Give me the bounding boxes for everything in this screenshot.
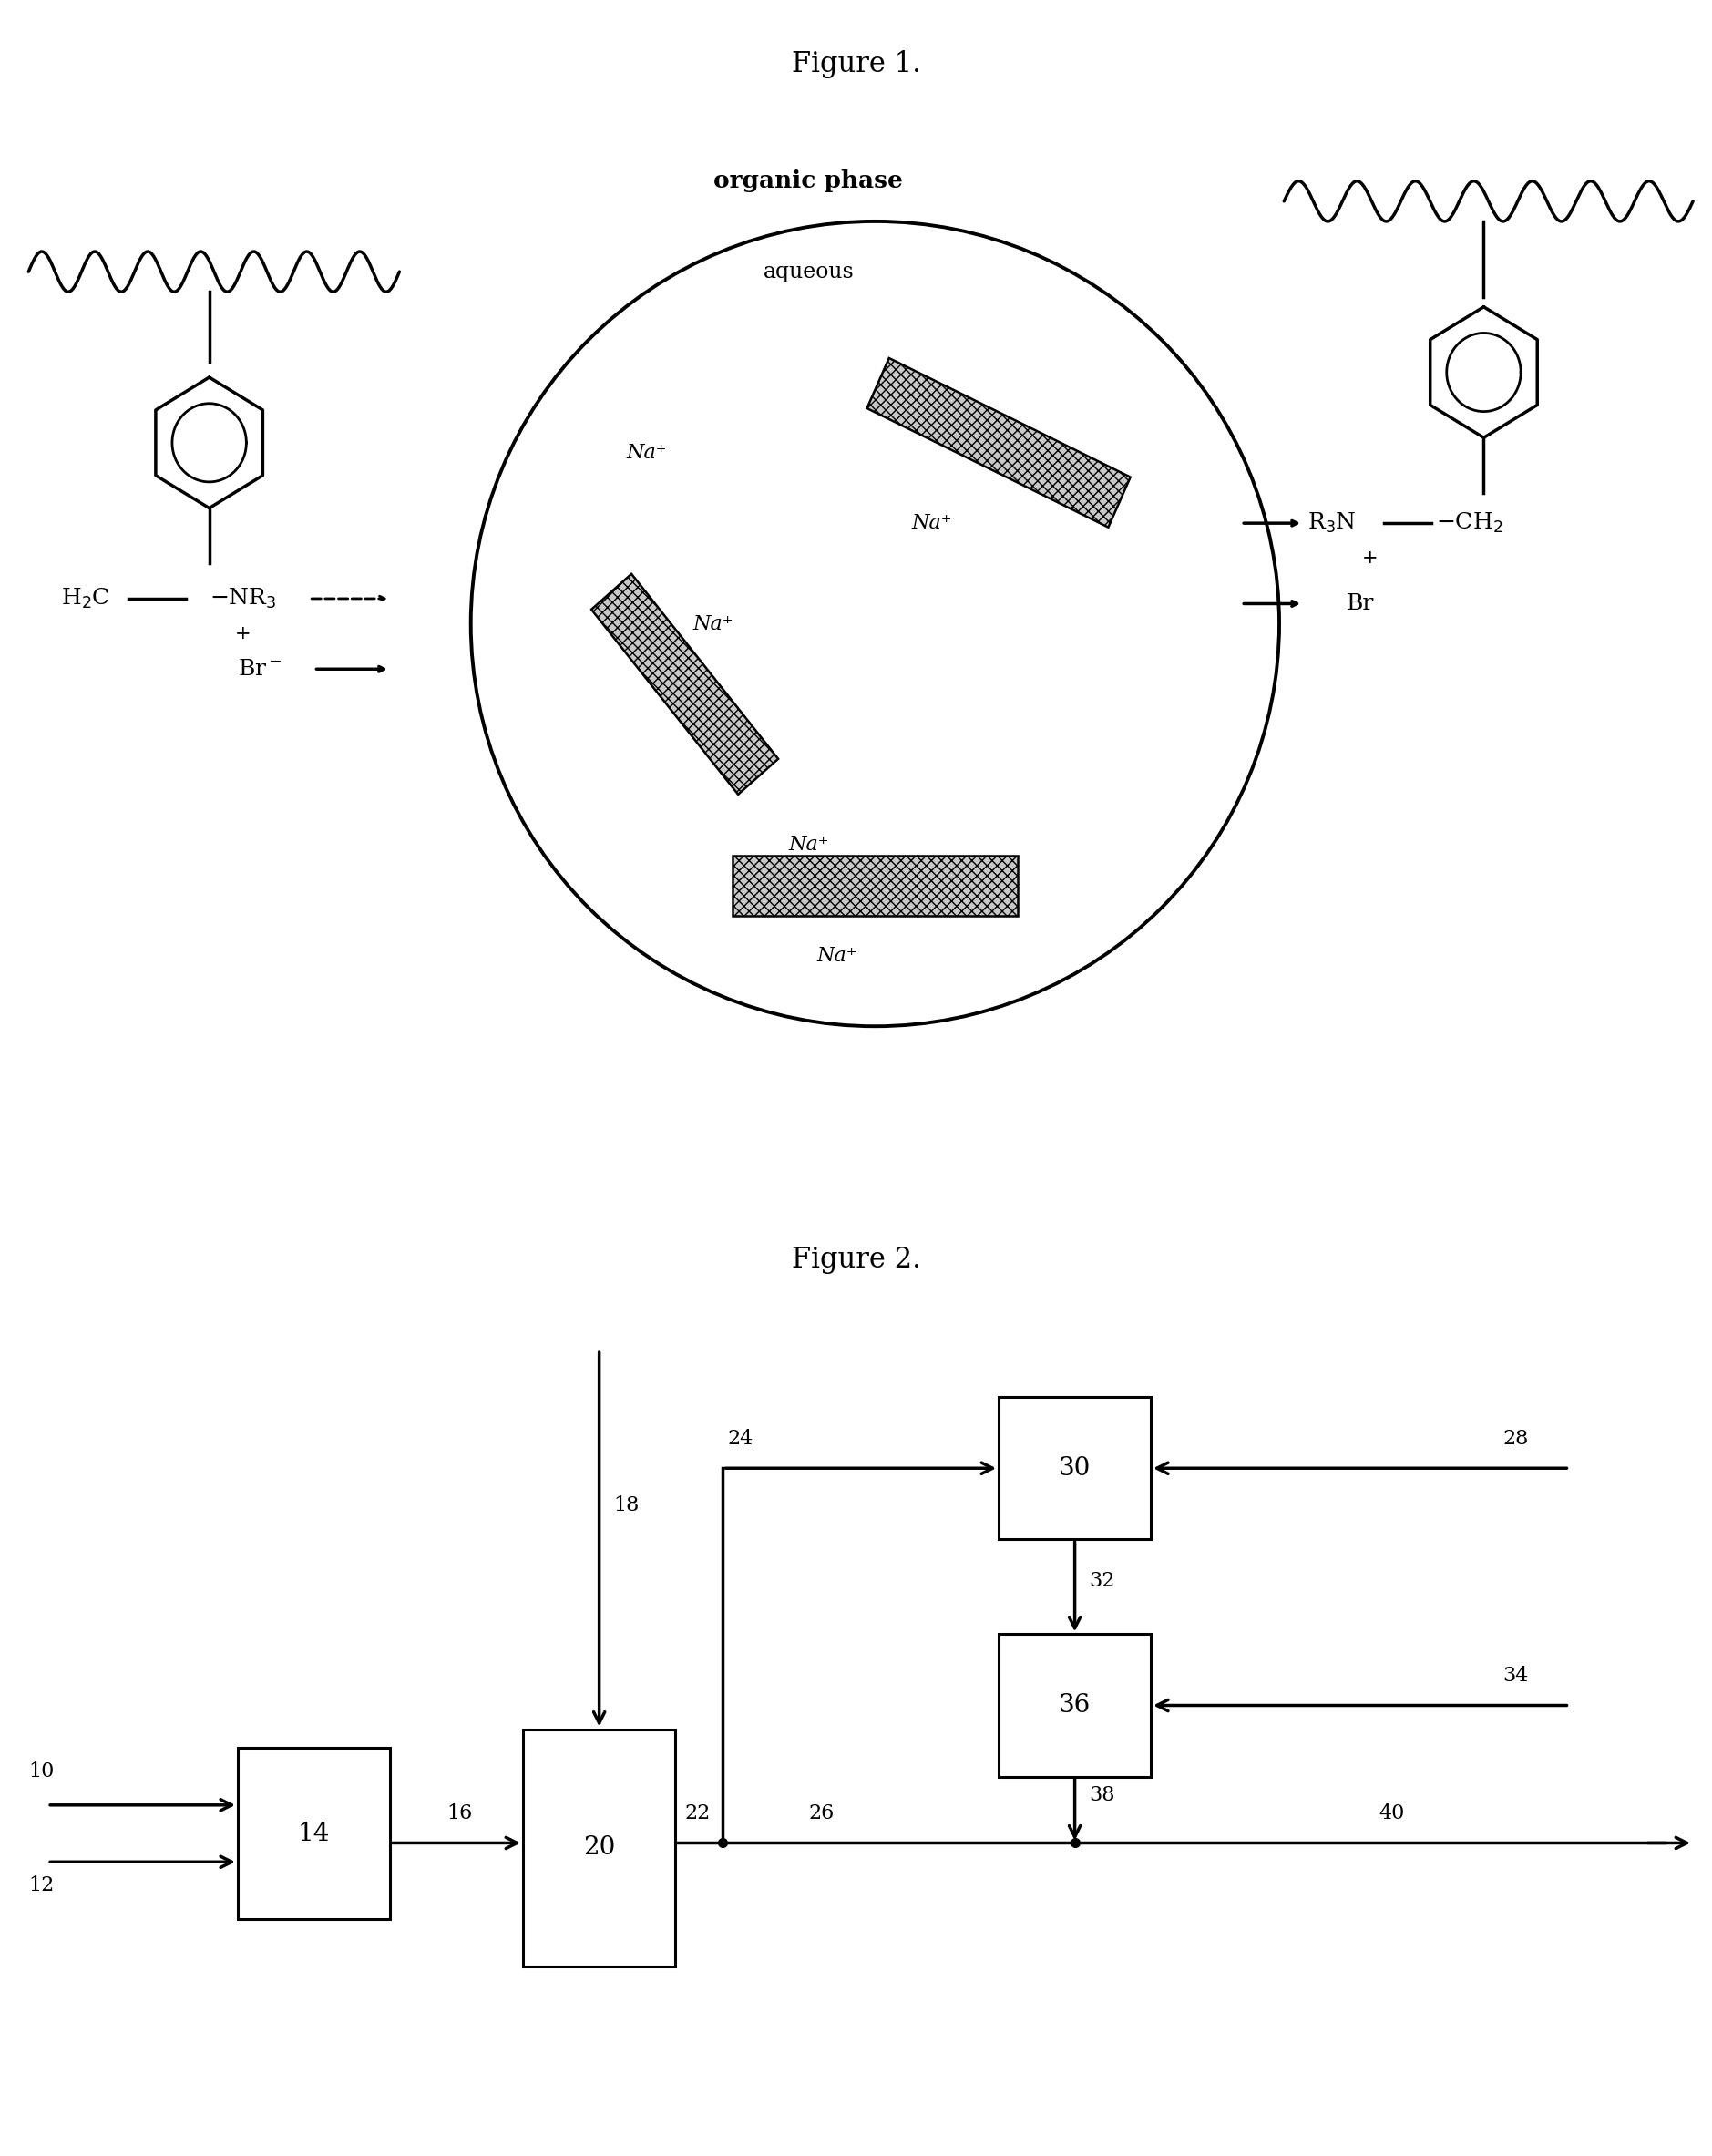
Polygon shape [591,573,779,793]
Text: Na⁺: Na⁺ [817,946,858,966]
Text: R$_3$N: R$_3$N [1308,511,1356,535]
Text: 32: 32 [1089,1572,1115,1591]
Text: Na⁺: Na⁺ [912,513,952,533]
Text: 20: 20 [584,1835,615,1861]
Text: Na⁺: Na⁺ [627,442,668,464]
Text: +: + [235,625,250,642]
Text: Figure 1.: Figure 1. [791,50,921,78]
Text: 40: 40 [1380,1805,1406,1824]
Text: $-$NR$_3$: $-$NR$_3$ [209,586,276,610]
Text: Br$^-$: Br$^-$ [238,658,282,679]
Text: 12: 12 [29,1876,55,1895]
Text: 34: 34 [1503,1667,1529,1686]
Text: 38: 38 [1089,1785,1115,1805]
Text: +: + [1361,550,1378,567]
Text: H$_2$C: H$_2$C [62,586,110,610]
Bar [998,1397,1150,1539]
Text: aqueous: aqueous [764,261,854,282]
Bar [524,1729,675,1966]
Text: $-$CH$_2$: $-$CH$_2$ [1436,511,1503,535]
Text: 10: 10 [29,1761,55,1781]
Text: 14: 14 [298,1822,330,1846]
Text: organic phase: organic phase [714,170,904,192]
Polygon shape [733,856,1017,916]
Text: 28: 28 [1503,1429,1529,1449]
Text: 24: 24 [728,1429,753,1449]
Text: 26: 26 [808,1805,834,1824]
Text: 16: 16 [447,1805,473,1824]
Text: Na⁺: Na⁺ [693,614,734,634]
Polygon shape [866,358,1130,528]
Bar [998,1634,1150,1777]
Text: Na⁺: Na⁺ [788,834,829,856]
Text: 22: 22 [685,1805,710,1824]
Text: 30: 30 [1058,1455,1091,1481]
Text: 36: 36 [1058,1692,1091,1718]
Bar [238,1749,390,1919]
Text: 18: 18 [613,1496,639,1516]
Text: Figure 2.: Figure 2. [791,1246,921,1274]
Text: Br: Br [1346,593,1375,614]
